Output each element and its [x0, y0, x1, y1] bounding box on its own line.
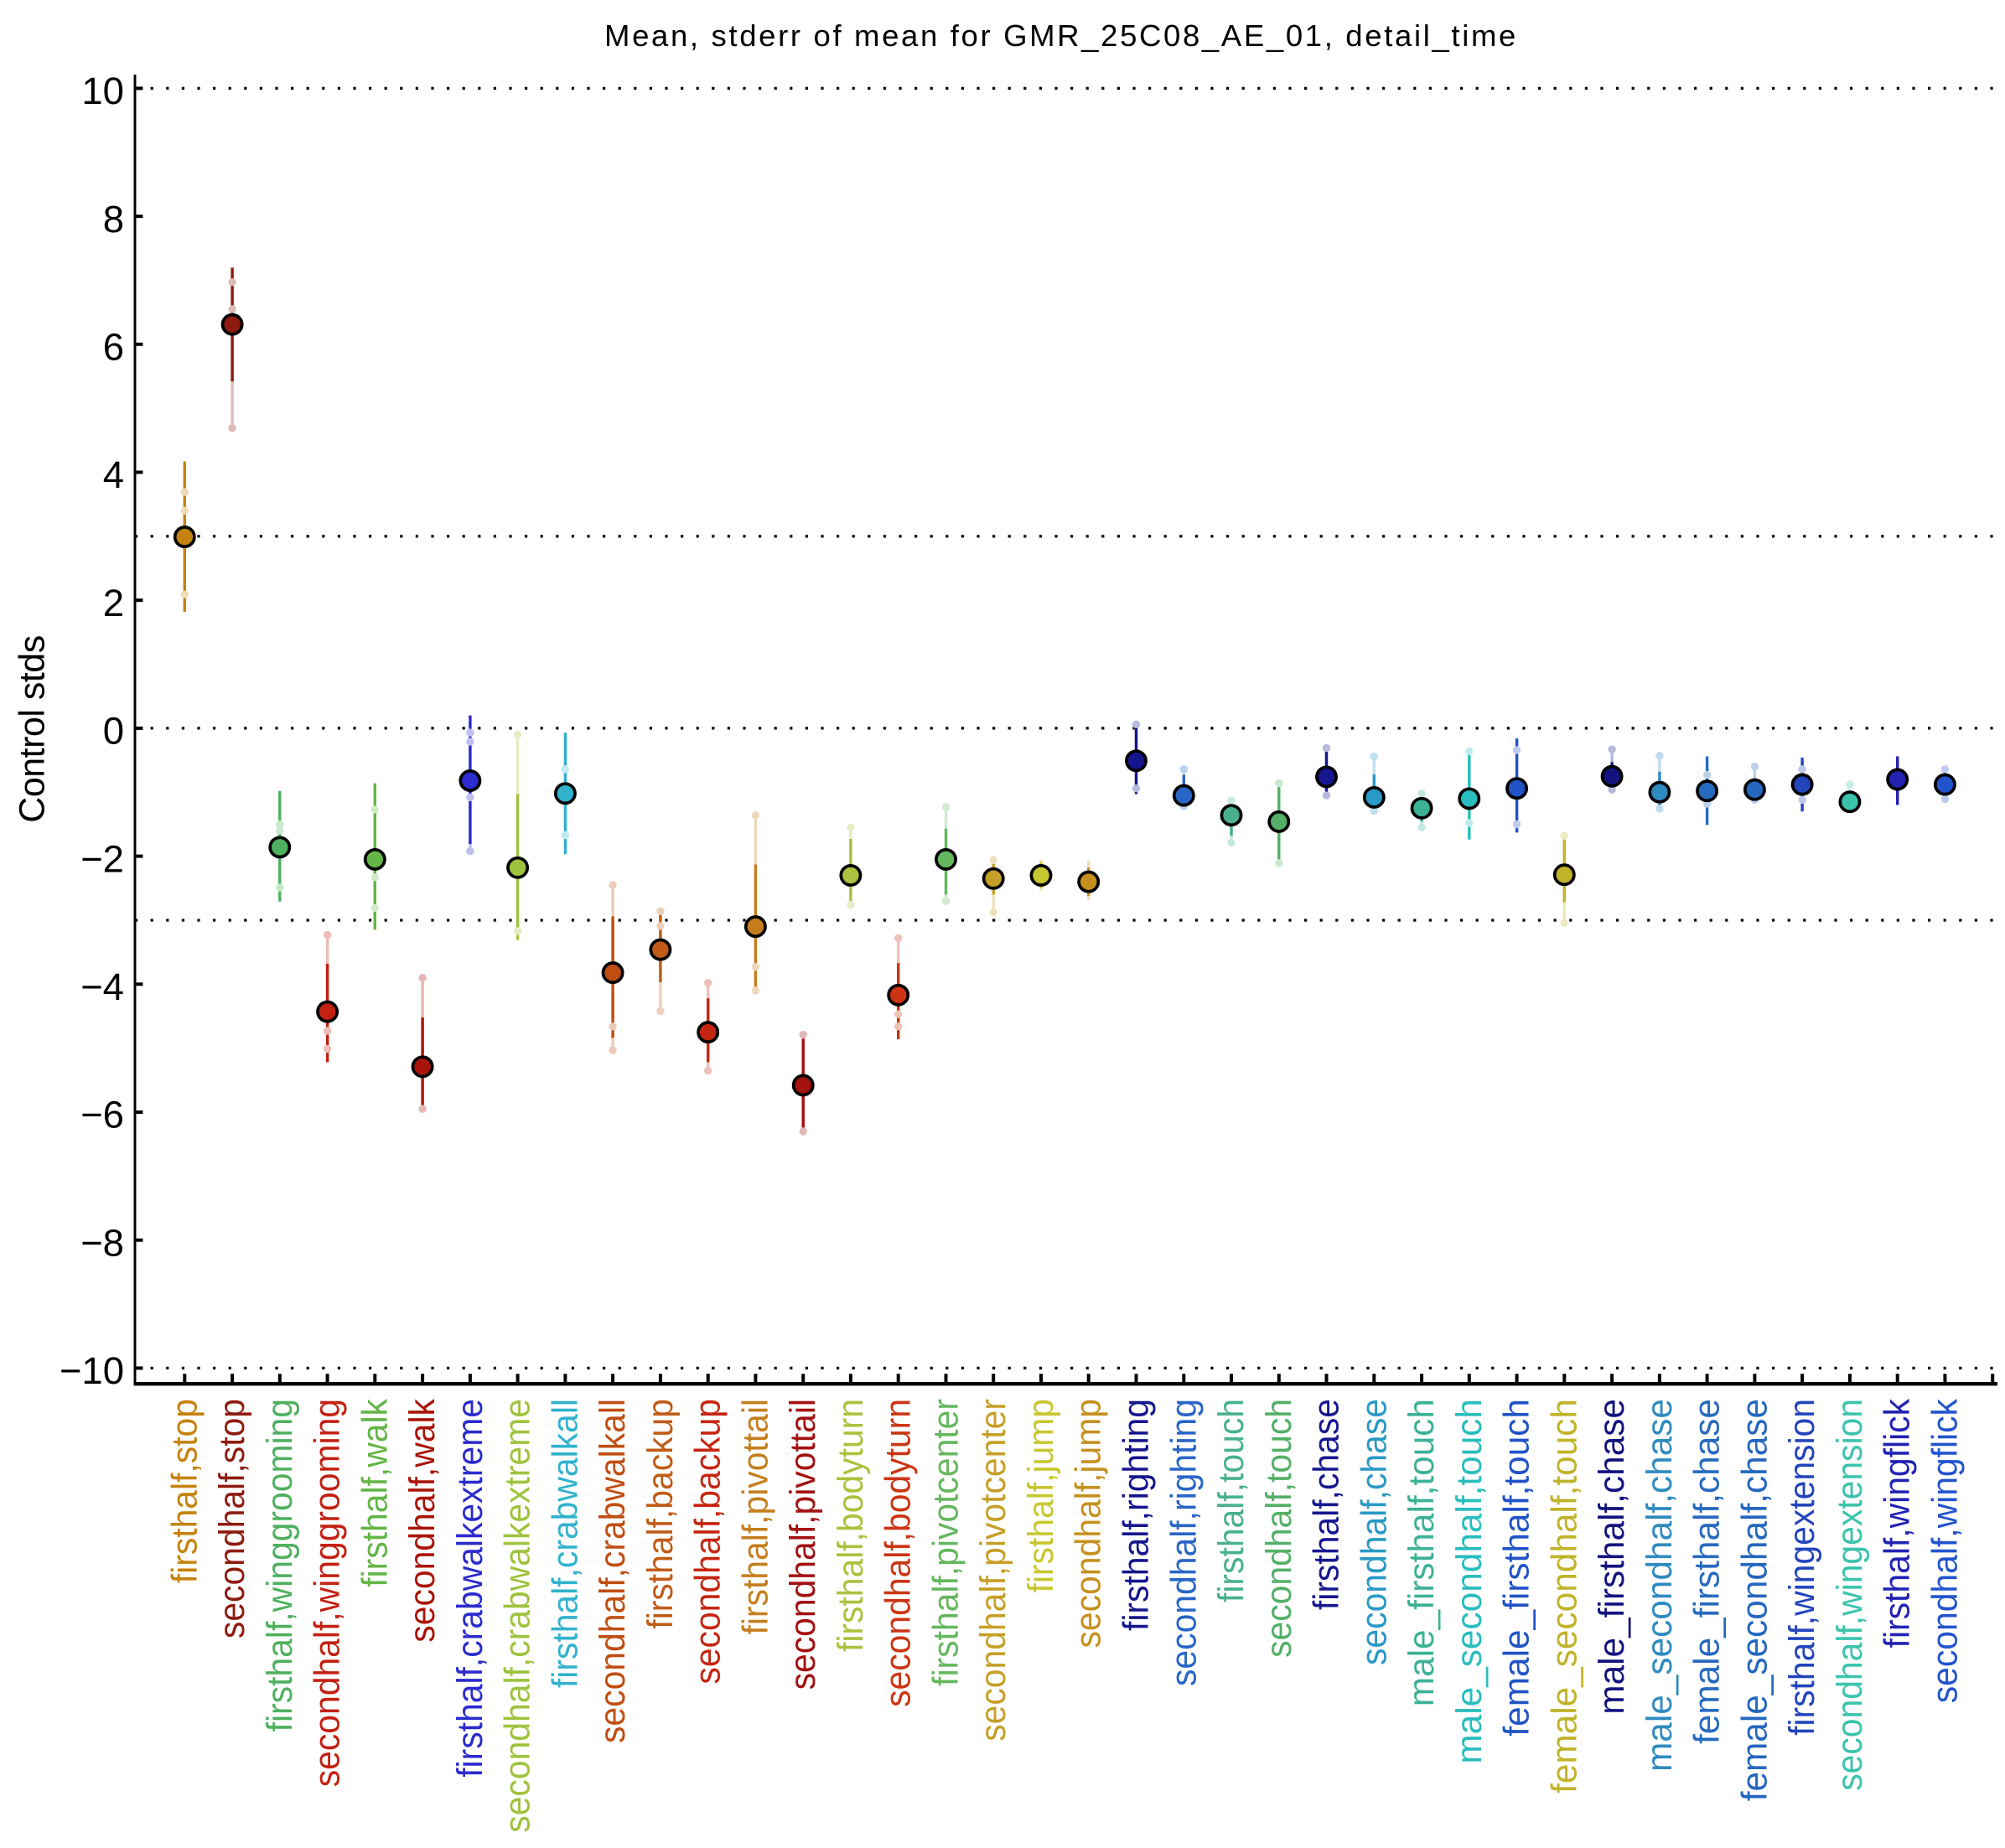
- svg-text:Mean, stderr of mean for GMR_2: Mean, stderr of mean for GMR_25C08_AE_01…: [604, 18, 1518, 53]
- svg-text:firsthalf,stop: firsthalf,stop: [164, 1399, 205, 1583]
- svg-text:female_secondhalf,touch: female_secondhalf,touch: [1544, 1399, 1584, 1794]
- svg-text:firsthalf,jump: firsthalf,jump: [1021, 1399, 1061, 1593]
- svg-text:−4: −4: [80, 965, 124, 1008]
- svg-text:secondhalf,jump: secondhalf,jump: [1069, 1399, 1109, 1649]
- svg-text:secondhalf,bodyturn: secondhalf,bodyturn: [878, 1399, 919, 1707]
- svg-text:8: 8: [103, 198, 124, 241]
- svg-text:6: 6: [103, 326, 124, 369]
- svg-text:2: 2: [103, 582, 124, 624]
- svg-text:male_firsthalf,touch: male_firsthalf,touch: [1401, 1399, 1442, 1706]
- svg-text:female_firsthalf,touch: female_firsthalf,touch: [1497, 1399, 1537, 1737]
- svg-text:firsthalf,righting: firsthalf,righting: [1116, 1399, 1157, 1631]
- svg-text:male_secondhalf,chase: male_secondhalf,chase: [1640, 1399, 1680, 1772]
- svg-text:male_firsthalf,chase: male_firsthalf,chase: [1592, 1399, 1632, 1715]
- svg-text:secondhalf,crabwalkall: secondhalf,crabwalkall: [593, 1399, 633, 1743]
- svg-text:−8: −8: [80, 1221, 124, 1264]
- svg-text:secondhalf,crabwalkextreme: secondhalf,crabwalkextreme: [498, 1399, 538, 1833]
- svg-text:female_firsthalf,chase: female_firsthalf,chase: [1687, 1399, 1728, 1744]
- svg-text:firsthalf,wingextension: firsthalf,wingextension: [1782, 1399, 1822, 1736]
- svg-text:firsthalf,pivottail: firsthalf,pivottail: [735, 1399, 775, 1635]
- svg-text:firsthalf,pivotcenter: firsthalf,pivotcenter: [926, 1399, 966, 1686]
- svg-text:secondhalf,touch: secondhalf,touch: [1259, 1399, 1299, 1658]
- svg-text:secondhalf,pivottail: secondhalf,pivottail: [783, 1399, 823, 1690]
- svg-text:female_secondhalf,chase: female_secondhalf,chase: [1734, 1399, 1774, 1801]
- svg-text:firsthalf,walk: firsthalf,walk: [355, 1399, 395, 1587]
- svg-text:10: 10: [81, 70, 124, 112]
- svg-text:firsthalf,chase: firsthalf,chase: [1307, 1399, 1347, 1610]
- svg-text:secondhalf,chase: secondhalf,chase: [1354, 1399, 1394, 1665]
- svg-text:firsthalf,wingflick: firsthalf,wingflick: [1878, 1399, 1918, 1649]
- svg-text:firsthalf,crabwalkall: firsthalf,crabwalkall: [545, 1399, 585, 1688]
- svg-text:secondhalf,righting: secondhalf,righting: [1163, 1399, 1204, 1686]
- svg-text:−6: −6: [80, 1094, 124, 1136]
- svg-text:secondhalf,walk: secondhalf,walk: [402, 1399, 443, 1643]
- svg-text:male_secondhalf,touch: male_secondhalf,touch: [1449, 1399, 1490, 1764]
- svg-text:firsthalf,bodyturn: firsthalf,bodyturn: [831, 1399, 871, 1652]
- svg-text:secondhalf,wingflick: secondhalf,wingflick: [1925, 1399, 1965, 1704]
- svg-text:−10: −10: [60, 1349, 124, 1392]
- svg-text:secondhalf,stop: secondhalf,stop: [212, 1399, 252, 1638]
- svg-text:firsthalf,crabwalkextreme: firsthalf,crabwalkextreme: [450, 1399, 490, 1778]
- svg-text:secondhalf,pivotcenter: secondhalf,pivotcenter: [973, 1399, 1013, 1742]
- svg-text:secondhalf,wingextension: secondhalf,wingextension: [1830, 1399, 1870, 1791]
- svg-text:secondhalf,backup: secondhalf,backup: [688, 1399, 728, 1685]
- svg-text:firsthalf,touch: firsthalf,touch: [1211, 1399, 1251, 1602]
- svg-text:firsthalf,backup: firsthalf,backup: [640, 1399, 681, 1629]
- svg-text:−2: −2: [80, 837, 124, 880]
- svg-text:Control stds: Control stds: [13, 635, 53, 822]
- svg-text:4: 4: [103, 453, 124, 496]
- svg-text:secondhalf,winggrooming: secondhalf,winggrooming: [308, 1399, 348, 1787]
- svg-text:firsthalf,winggrooming: firsthalf,winggrooming: [260, 1399, 300, 1732]
- svg-text:0: 0: [103, 710, 124, 753]
